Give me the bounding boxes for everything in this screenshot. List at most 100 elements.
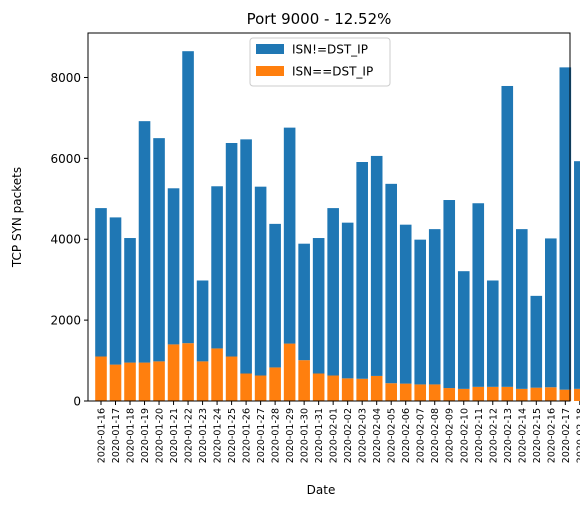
bar-isn-eq-2020-02-09: [443, 388, 456, 401]
y-tick-label-6000: 6000: [50, 152, 81, 166]
x-tick-label-2020-02-12: 2020-02-12: [488, 408, 499, 463]
bar-isn-eq-2020-02-01: [327, 375, 339, 401]
bar-isn-neq-2020-02-04: [370, 155, 383, 376]
x-tick-label-2020-01-17: 2020-01-17: [111, 408, 122, 463]
x-tick-label-2020-02-08: 2020-02-08: [430, 408, 441, 463]
bar-isn-neq-2020-01-22: [182, 51, 194, 344]
bar-isn-neq-2020-01-24: [211, 186, 223, 349]
x-tick-label-2020-02-16: 2020-02-16: [546, 408, 557, 463]
bar-isn-neq-2020-02-10: [457, 271, 470, 389]
x-tick-label-2020-01-24: 2020-01-24: [213, 408, 224, 463]
bar-isn-eq-2020-01-26: [240, 373, 252, 401]
bar-isn-neq-2020-01-30: [298, 243, 310, 361]
bar-isn-neq-2020-02-13: [501, 85, 514, 387]
x-tick-label-2020-02-11: 2020-02-11: [474, 408, 485, 463]
bar-isn-neq-2020-02-06: [399, 224, 412, 384]
bar-isn-eq-2020-01-20: [153, 361, 165, 401]
bar-isn-neq-2020-02-18: [574, 161, 580, 389]
bar-isn-neq-2020-01-26: [240, 139, 252, 374]
legend-swatch-isn-neq: [256, 44, 284, 54]
bar-isn-neq-2020-02-05: [385, 183, 397, 384]
bar-isn-neq-2020-02-08: [428, 229, 441, 385]
bar-isn-eq-2020-02-14: [515, 388, 528, 401]
bar-isn-neq-2020-01-16: [95, 208, 107, 357]
x-tick-label-2020-02-07: 2020-02-07: [416, 408, 427, 463]
y-axis: 0 2000 4000 6000 8000: [50, 71, 88, 409]
x-tick-label-2020-01-18: 2020-01-18: [126, 408, 137, 463]
bar-isn-eq-2020-02-07: [414, 384, 427, 401]
x-tick-label-2020-02-03: 2020-02-03: [358, 408, 369, 463]
x-tick-label-2020-01-31: 2020-01-31: [314, 408, 325, 463]
bar-isn-eq-2020-01-22: [182, 343, 194, 401]
x-tick-label-2020-01-30: 2020-01-30: [300, 408, 311, 463]
bar-isn-eq-2020-01-23: [196, 361, 209, 401]
bar-isn-neq-2020-01-31: [312, 238, 325, 374]
x-tick-label-2020-01-23: 2020-01-23: [198, 408, 209, 463]
legend-swatch-isn-eq: [256, 66, 284, 76]
x-tick-label-2020-01-16: 2020-01-16: [97, 408, 108, 463]
bar-isn-eq-2020-02-17: [559, 389, 572, 401]
x-tick-label-2020-02-17: 2020-02-17: [561, 408, 572, 463]
x-tick-label-2020-02-18: 2020-02-18: [575, 408, 580, 463]
bar-isn-eq-2020-02-13: [501, 386, 514, 401]
x-tick-label-2020-01-22: 2020-01-22: [184, 408, 195, 463]
bar-isn-eq-2020-02-16: [545, 387, 557, 401]
bar-isn-eq-2020-02-08: [428, 384, 441, 401]
x-axis-label: Date: [307, 483, 336, 497]
bars-layer: [95, 51, 580, 401]
x-tick-label-2020-01-20: 2020-01-20: [155, 408, 166, 463]
bar-isn-neq-2020-01-25: [225, 143, 238, 357]
bar-isn-neq-2020-02-15: [530, 295, 543, 388]
bar-isn-neq-2020-02-03: [356, 162, 368, 379]
chart-title: Port 9000 - 12.52%: [247, 10, 392, 28]
bar-isn-neq-2020-02-07: [414, 239, 427, 385]
bar-isn-eq-2020-02-11: [472, 386, 485, 401]
bar-isn-eq-2020-01-17: [109, 364, 122, 401]
bar-isn-eq-2020-01-30: [298, 360, 310, 401]
x-tick-label-2020-02-09: 2020-02-09: [445, 408, 456, 463]
legend: ISN!=DST_IP ISN==DST_IP: [249, 37, 391, 87]
x-tick-label-2020-02-06: 2020-02-06: [401, 408, 412, 463]
bar-isn-eq-2020-01-29: [283, 343, 296, 401]
x-tick-label-2020-01-28: 2020-01-28: [271, 408, 282, 463]
y-tick-label-4000: 4000: [50, 233, 81, 247]
bar-isn-neq-2020-02-11: [472, 203, 485, 387]
x-tick-label-2020-02-04: 2020-02-04: [372, 408, 383, 463]
bar-isn-eq-2020-02-03: [356, 378, 368, 401]
y-tick-label-2000: 2000: [50, 314, 81, 328]
bar-isn-eq-2020-02-02: [341, 378, 354, 401]
x-tick-label-2020-02-02: 2020-02-02: [343, 408, 354, 463]
bar-isn-eq-2020-01-18: [124, 362, 136, 401]
x-tick-label-2020-01-19: 2020-01-19: [140, 408, 151, 463]
y-tick-label-0: 0: [73, 395, 81, 409]
bar-isn-neq-2020-01-29: [283, 127, 296, 344]
bar-isn-neq-2020-02-16: [545, 238, 557, 388]
bar-isn-eq-2020-02-12: [486, 386, 499, 401]
bar-isn-eq-2020-02-10: [457, 388, 470, 401]
plot-frame: [87, 32, 571, 402]
x-tick-label-2020-02-05: 2020-02-05: [387, 408, 398, 463]
bar-isn-neq-2020-01-18: [124, 238, 136, 363]
bar-isn-eq-2020-02-15: [530, 387, 543, 401]
bar-isn-neq-2020-02-01: [327, 208, 339, 376]
legend-label-isn-neq: ISN!=DST_IP: [292, 43, 368, 57]
x-tick-label-2020-02-15: 2020-02-15: [532, 408, 543, 463]
y-axis-label: TCP SYN packets: [10, 167, 24, 268]
x-tick-label-2020-02-13: 2020-02-13: [503, 408, 514, 463]
x-tick-label-2020-01-29: 2020-01-29: [285, 408, 296, 463]
bar-isn-neq-2020-01-17: [109, 217, 122, 365]
bar-isn-neq-2020-01-21: [167, 188, 180, 345]
bar-isn-neq-2020-01-19: [138, 121, 151, 363]
bar-isn-neq-2020-01-20: [153, 138, 165, 362]
legend-label-isn-eq: ISN==DST_IP: [292, 65, 373, 79]
legend-box: [249, 37, 391, 87]
bar-isn-neq-2020-02-02: [341, 222, 354, 379]
x-tick-label-2020-02-10: 2020-02-10: [459, 408, 470, 463]
bar-isn-eq-2020-02-18: [574, 388, 580, 401]
bar-isn-neq-2020-02-17: [559, 67, 572, 390]
bar-isn-neq-2020-02-12: [486, 280, 499, 387]
bar-isn-eq-2020-01-31: [312, 373, 325, 401]
bar-isn-eq-2020-01-21: [167, 344, 180, 401]
bar-isn-eq-2020-01-25: [225, 356, 238, 401]
